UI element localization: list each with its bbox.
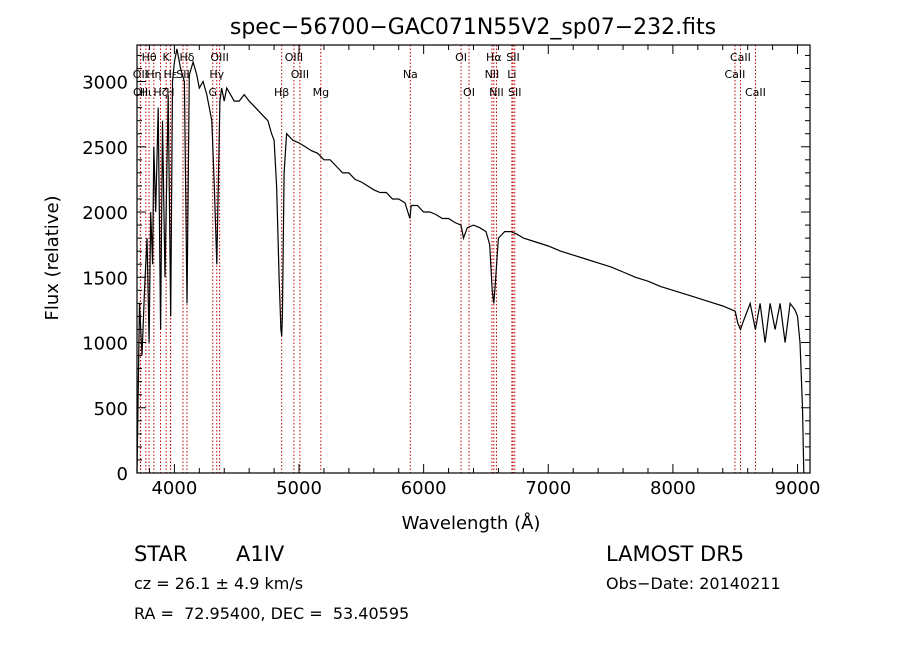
line-marker-label-14: OIII bbox=[291, 68, 309, 81]
line-marker-label-12: SII bbox=[176, 68, 189, 81]
line-marker-label-6: Hα bbox=[486, 51, 502, 64]
x-tick-label-0: 4000 bbox=[151, 478, 197, 499]
line-marker-label-11: Hε bbox=[164, 68, 178, 81]
line-marker-label-22: H bbox=[166, 86, 174, 99]
y-tick-label-3: 1500 bbox=[82, 268, 128, 289]
y-tick-label-6: 3000 bbox=[82, 73, 128, 94]
line-marker-label-20: Hι bbox=[140, 86, 152, 99]
object-subclass: A1IV bbox=[236, 542, 285, 566]
observation-date: Obs−Date: 20140211 bbox=[606, 574, 781, 593]
sky-coordinates: RA = 72.95400, DEC = 53.40595 bbox=[134, 604, 410, 623]
x-tick-label-1: 5000 bbox=[276, 478, 322, 499]
line-marker-label-7: SII bbox=[506, 51, 519, 64]
line-marker-label-21: Hζ bbox=[153, 86, 167, 99]
spectrum-series-line bbox=[136, 48, 805, 474]
line-marker-label-15: Na bbox=[403, 68, 418, 81]
y-tick-label-5: 2500 bbox=[82, 138, 128, 159]
line-marker-label-0: Hθ bbox=[142, 51, 157, 64]
survey-name: LAMOST DR5 bbox=[606, 542, 745, 566]
line-markers bbox=[139, 45, 756, 473]
x-tick-label-5: 9000 bbox=[775, 478, 821, 499]
line-marker-label-1: K bbox=[163, 51, 171, 64]
y-axis-label: Flux (relative) bbox=[42, 195, 63, 320]
line-marker-label-3: OIII bbox=[210, 51, 228, 64]
line-marker-label-28: SII bbox=[508, 86, 521, 99]
x-axis-label: Wavelength (Å) bbox=[402, 512, 541, 534]
y-tick-label-0: 0 bbox=[117, 464, 128, 485]
line-marker-label-8: CaII bbox=[730, 51, 751, 64]
line-marker-label-10: Hη bbox=[146, 68, 161, 81]
line-marker-label-5: OI bbox=[455, 51, 467, 64]
object-class: STAR bbox=[134, 542, 188, 566]
chart-title: spec−56700−GAC071N55V2_sp07−232.fits bbox=[230, 15, 716, 40]
line-marker-label-2: Hδ bbox=[179, 51, 194, 64]
line-marker-label-16: NII bbox=[485, 68, 500, 81]
y-axis: 0 500 1000 1500 2000 2500 3000 bbox=[82, 54, 810, 485]
plot-frame bbox=[136, 44, 811, 474]
x-tick-label-2: 6000 bbox=[401, 478, 447, 499]
line-marker-label-23: G bbox=[209, 86, 218, 99]
line-marker-label-13: Hγ bbox=[209, 68, 224, 81]
line-marker-label-25: Mg bbox=[313, 86, 329, 99]
y-tick-label-2: 1000 bbox=[82, 334, 128, 355]
line-marker-label-4: OIII bbox=[285, 51, 303, 64]
x-tick-label-3: 7000 bbox=[525, 478, 571, 499]
y-tick-label-1: 500 bbox=[94, 399, 128, 420]
redshift-cz: cz = 26.1 ± 4.9 km/s bbox=[134, 574, 304, 593]
line-marker-label-24: Hβ bbox=[274, 86, 289, 99]
x-axis: 4000 5000 6000 7000 8000 9000 bbox=[148, 45, 821, 499]
y-tick-label-4: 2000 bbox=[82, 203, 128, 224]
line-marker-label-18: CaII bbox=[725, 68, 746, 81]
line-marker-label-29: CaII bbox=[745, 86, 766, 99]
x-tick-label-4: 8000 bbox=[650, 478, 696, 499]
line-marker-label-27: NII bbox=[489, 86, 504, 99]
line-marker-label-17: Li bbox=[507, 68, 516, 81]
line-marker-label-26: OI bbox=[463, 86, 475, 99]
